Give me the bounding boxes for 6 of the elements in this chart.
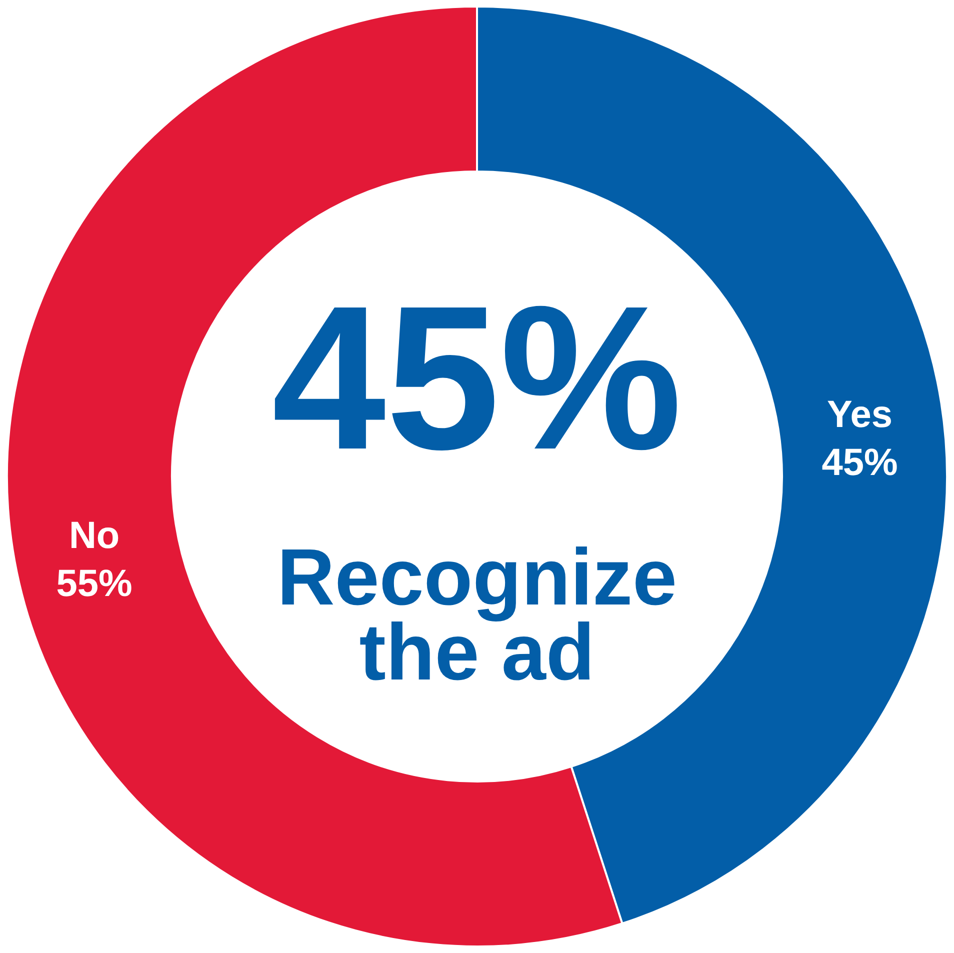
slice-label: No [68,515,120,558]
slice-label: Yes [826,394,892,436]
text: Recognize the ad [276,532,678,696]
text: 45% [272,264,682,492]
data-label: 55% [56,563,132,606]
data-label: 45% [822,442,898,484]
